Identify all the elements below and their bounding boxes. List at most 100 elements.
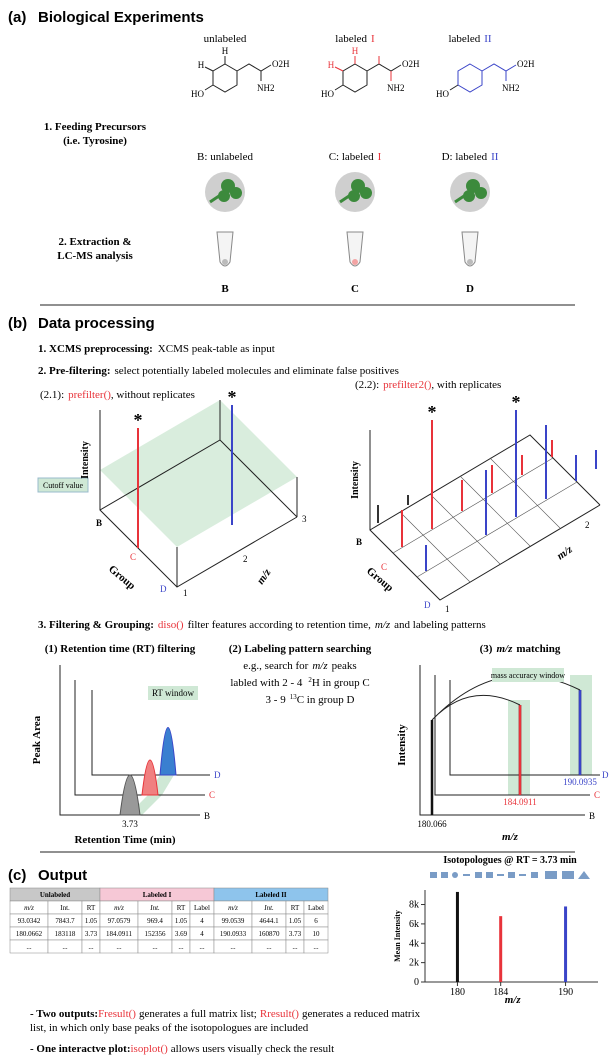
column-header: RT [87, 904, 96, 912]
cell-text: ... [230, 943, 236, 951]
bar [456, 892, 459, 982]
text: C: labeled [329, 151, 374, 163]
cell-text: ... [313, 943, 319, 951]
sub-step: (2.1):prefilter(), without replicates [40, 389, 195, 401]
cell-text: ... [292, 943, 298, 951]
step-line: 1. XCMS preprocessing:XCMS peak-table as… [38, 343, 275, 355]
cell-text: 1.05 [289, 917, 302, 925]
axis-label: m/z [255, 566, 274, 586]
text: e.g., search for [243, 660, 308, 672]
y-tick-label: 2k [409, 958, 419, 969]
plot-toolbar-part [452, 872, 458, 878]
cell-text: 184.0911 [106, 930, 132, 938]
text: m/z [375, 619, 391, 631]
header-text: Labeled II [255, 891, 287, 899]
plot-toolbar [430, 871, 590, 879]
group-tick: C [209, 790, 215, 800]
cell-text: 152356 [145, 930, 167, 938]
molecule-part [335, 56, 355, 71]
figure: (a) Biological Experiments unlabeled H H… [0, 0, 614, 1060]
cell-text: 180.0662 [16, 930, 43, 938]
column-header: m/z [114, 904, 124, 912]
axis-label: Intensity [80, 441, 91, 479]
cell-text: 1.05 [85, 917, 98, 925]
mz-tick: 1 [183, 588, 188, 598]
header-text: Unlabeled [40, 891, 70, 899]
molecule-part [213, 64, 237, 92]
column-header: Int. [149, 904, 160, 912]
text: C in group D [297, 694, 355, 706]
panel-title: Output [38, 867, 87, 884]
axis-label: Mean Intensity [393, 910, 402, 962]
step-label: 1. Feeding Precursors [44, 121, 147, 133]
text: peaks [332, 660, 357, 672]
step-label: LC-MS analysis [57, 250, 133, 262]
plot-toolbar-part [475, 872, 482, 878]
axis-label: m/z [502, 831, 519, 843]
column-header: RT [291, 904, 300, 912]
molecule-name: labeledI [335, 33, 375, 45]
text: m/z [496, 643, 513, 655]
text: matching [516, 643, 561, 655]
group-label: D: labeledII [442, 151, 499, 163]
head: - Two outputs: [30, 1008, 98, 1020]
rt-value: 3.73 [122, 819, 138, 829]
axis-label: Intensity [350, 461, 361, 499]
tube-icon-part [467, 259, 473, 265]
plot-title: Isotopologues @ RT = 3.73 min [443, 855, 577, 866]
plot-toolbar-part [463, 874, 470, 876]
func: diso() [158, 619, 184, 631]
cell-text: 4 [200, 917, 204, 925]
mz-sketch [420, 665, 600, 815]
mz-tick: 2 [585, 520, 590, 530]
cell-text: 183118 [55, 930, 76, 938]
head: - One interactve plot: [30, 1043, 131, 1055]
rt-sketch-part [160, 728, 176, 776]
x-tick-label: 180 [450, 987, 465, 998]
tube-icon-part [222, 259, 228, 265]
rt-sketch-part [120, 775, 140, 815]
atom: HO [436, 89, 449, 99]
bar [564, 906, 567, 982]
head: 1. XCMS preprocessing: [38, 343, 153, 355]
sub-step: (2.2):prefilter2(), with replicates [355, 379, 501, 391]
x-tick-label: 184 [493, 987, 508, 998]
group-tick: B [204, 811, 210, 821]
mz-tick: 3 [302, 514, 307, 524]
plot-toolbar-part [430, 872, 437, 878]
text: generates a full matrix list; [139, 1008, 257, 1020]
cell-text: 99.0539 [222, 917, 245, 925]
text: generates a reduced matrix [302, 1008, 421, 1020]
plant-icon-part-part [360, 187, 372, 199]
atom: HO [321, 89, 334, 99]
axis-label: Intensity [396, 724, 408, 766]
y-tick-label: 8k [409, 900, 419, 911]
tube-icon-part [352, 259, 358, 265]
atom: NH2 [257, 83, 275, 93]
text: , with replicates [431, 379, 501, 391]
cutoff-label: Cutoff value [43, 481, 84, 490]
cell-text: ... [199, 943, 205, 951]
column-header: Label [194, 904, 210, 912]
plot-toolbar-part [441, 872, 448, 878]
head: 2. Pre-filtering: [38, 365, 111, 377]
atom: O2H [517, 59, 535, 69]
num: (2.2): [355, 379, 379, 391]
column-header: m/z [228, 904, 238, 912]
peak-label: 180.066 [417, 819, 447, 829]
mz-tick: 2 [243, 554, 248, 564]
sketch-axes-part [402, 420, 552, 547]
axis-label: Peak Area [31, 715, 43, 764]
note: - Two outputs:Fresult()generates a full … [30, 1008, 421, 1020]
column-header: m/z [24, 904, 34, 912]
label-mark: II [484, 33, 492, 45]
molecule: unlabeled H H O2H NH2 HO [191, 33, 290, 99]
axis-label: m/z [555, 543, 575, 562]
group-tick: B [589, 811, 595, 821]
mz-sketch-part [432, 675, 580, 720]
plot-toolbar-part [531, 872, 538, 878]
